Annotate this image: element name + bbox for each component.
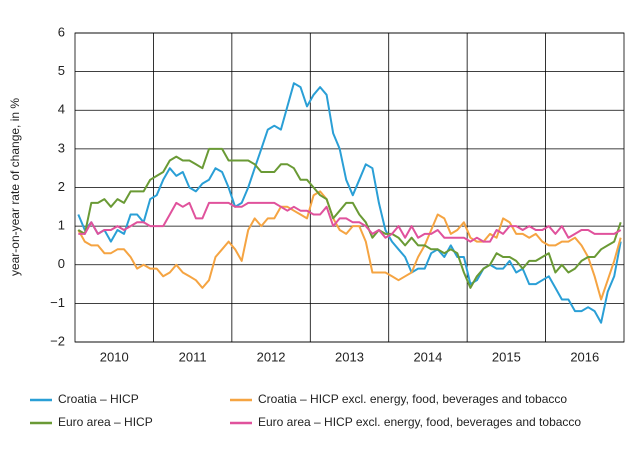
legend-label: Euro area – HICP	[58, 415, 153, 429]
y-tick-label: 0	[58, 256, 65, 271]
x-tick-label: 2013	[335, 349, 364, 364]
y-tick-label: 2	[58, 179, 65, 194]
x-tick-label: 2011	[179, 349, 207, 364]
series-line	[77, 82, 622, 324]
x-tick-label: 2015	[492, 349, 521, 364]
y-tick-label: 5	[58, 63, 65, 78]
series-line	[77, 190, 622, 301]
x-tick-label: 2012	[257, 349, 286, 364]
y-tick-label: 6	[58, 24, 65, 39]
y-tick-label: 3	[58, 140, 65, 155]
y-tick-label: −1	[50, 295, 65, 310]
x-tick-label: 2010	[100, 349, 129, 364]
series-line	[78, 201, 622, 243]
y-tick-label: 1	[58, 218, 65, 233]
series-line	[77, 147, 622, 289]
x-tick-label: 2016	[570, 349, 599, 364]
legend-label: Croatia – HICP excl. energy, food, bever…	[258, 392, 567, 406]
legend-label: Croatia – HICP	[58, 392, 139, 406]
legend-label: Euro area – HICP excl. energy, food, bev…	[258, 415, 581, 429]
plot-frame	[74, 32, 625, 343]
x-tick-label: 2014	[413, 349, 442, 364]
y-tick-label: 4	[58, 102, 65, 117]
y-tick-label: −2	[50, 333, 65, 348]
y-axis-label: year-on-year rate of change, in %	[8, 98, 22, 276]
